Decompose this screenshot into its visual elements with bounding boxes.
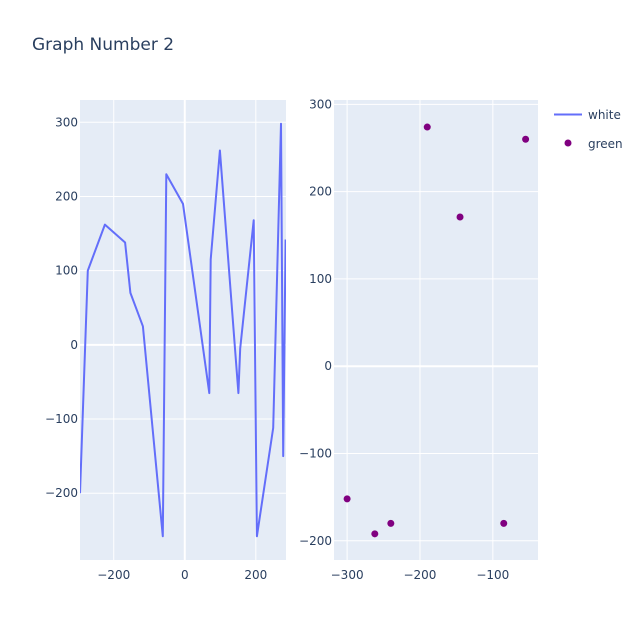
y-tick-label: 100 (55, 264, 78, 278)
y-tick-label: −100 (299, 447, 332, 461)
series-white (80, 122, 286, 538)
y-tick-label: 300 (55, 115, 78, 129)
data-point (423, 123, 431, 131)
plot-area-right (334, 100, 538, 560)
series-green (343, 123, 530, 538)
chart-title: Graph Number 2 (32, 35, 174, 55)
legend-label-green[interactable]: green (588, 137, 623, 151)
legend-marker-symbol (564, 139, 572, 147)
y-tick-label: 0 (70, 338, 78, 352)
series-line-white (80, 122, 286, 538)
y-tick-label: −200 (299, 534, 332, 548)
data-point (500, 519, 508, 527)
y-tick-label: 300 (309, 97, 332, 111)
plot-area-left (80, 100, 286, 560)
subplot-left: −200 0 200 −200 −100 0 100 200 300 (45, 100, 286, 582)
x-ticks-left: −200 0 200 (97, 568, 267, 582)
y-tick-label: −200 (45, 486, 78, 500)
gridlines-right (334, 100, 538, 560)
x-tick-label: 200 (244, 568, 267, 582)
y-tick-label: −100 (45, 412, 78, 426)
x-tick-label: −100 (476, 568, 509, 582)
data-point (456, 213, 464, 221)
x-tick-label: −200 (403, 568, 436, 582)
x-tick-label: −300 (331, 568, 364, 582)
data-point (343, 495, 351, 503)
y-tick-label: 100 (309, 272, 332, 286)
y-tick-label: 200 (55, 189, 78, 203)
data-point (387, 519, 395, 527)
data-point (371, 530, 379, 538)
y-tick-label: 200 (309, 185, 332, 199)
y-tick-label: 0 (324, 359, 332, 373)
y-ticks-right: −200 −100 0 100 200 300 (299, 97, 332, 547)
x-ticks-right: −300 −200 −100 (331, 568, 510, 582)
legend[interactable]: white green (554, 108, 623, 151)
data-point (522, 135, 530, 143)
legend-label-white[interactable]: white (588, 108, 621, 122)
x-tick-label: −200 (97, 568, 130, 582)
x-tick-label: 0 (181, 568, 189, 582)
y-ticks-left: −200 −100 0 100 200 300 (45, 115, 78, 500)
subplot-right: −300 −200 −100 −200 −100 0 100 200 300 (299, 97, 538, 582)
